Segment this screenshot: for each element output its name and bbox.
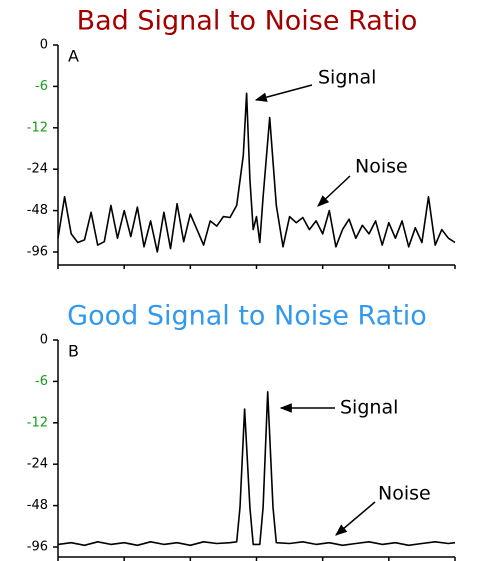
y-tick-label: -48 (27, 498, 48, 513)
y-tick-label: -24 (27, 162, 48, 177)
annotation: Noise (355, 156, 408, 178)
trace (57, 92, 456, 253)
trace (57, 391, 456, 547)
panel-label: B (68, 342, 79, 361)
chart-title: Good Signal to Noise Ratio (67, 301, 427, 332)
y-tick-label: -96 (27, 540, 48, 555)
y-tick-label: -12 (27, 120, 48, 135)
annotation-arrow (254, 84, 313, 102)
y-tick-label: -48 (27, 203, 48, 218)
y-tick-label: -6 (35, 374, 48, 389)
annotation: Noise (378, 483, 431, 505)
annotation: Signal (318, 67, 376, 89)
y-tick-label: -12 (27, 415, 48, 430)
y-tick-label: -24 (27, 457, 48, 472)
annotation-arrow (335, 501, 376, 536)
y-tick-label: 0 (40, 38, 48, 53)
annotation: Signal (340, 397, 398, 419)
annotation-arrow (317, 175, 351, 207)
chart-title: Bad Signal to Noise Ratio (77, 6, 418, 37)
y-tick-label: 0 (40, 333, 48, 348)
y-tick-label: -96 (27, 245, 48, 260)
panel-label: A (68, 47, 79, 66)
y-tick-label: -6 (35, 79, 48, 94)
